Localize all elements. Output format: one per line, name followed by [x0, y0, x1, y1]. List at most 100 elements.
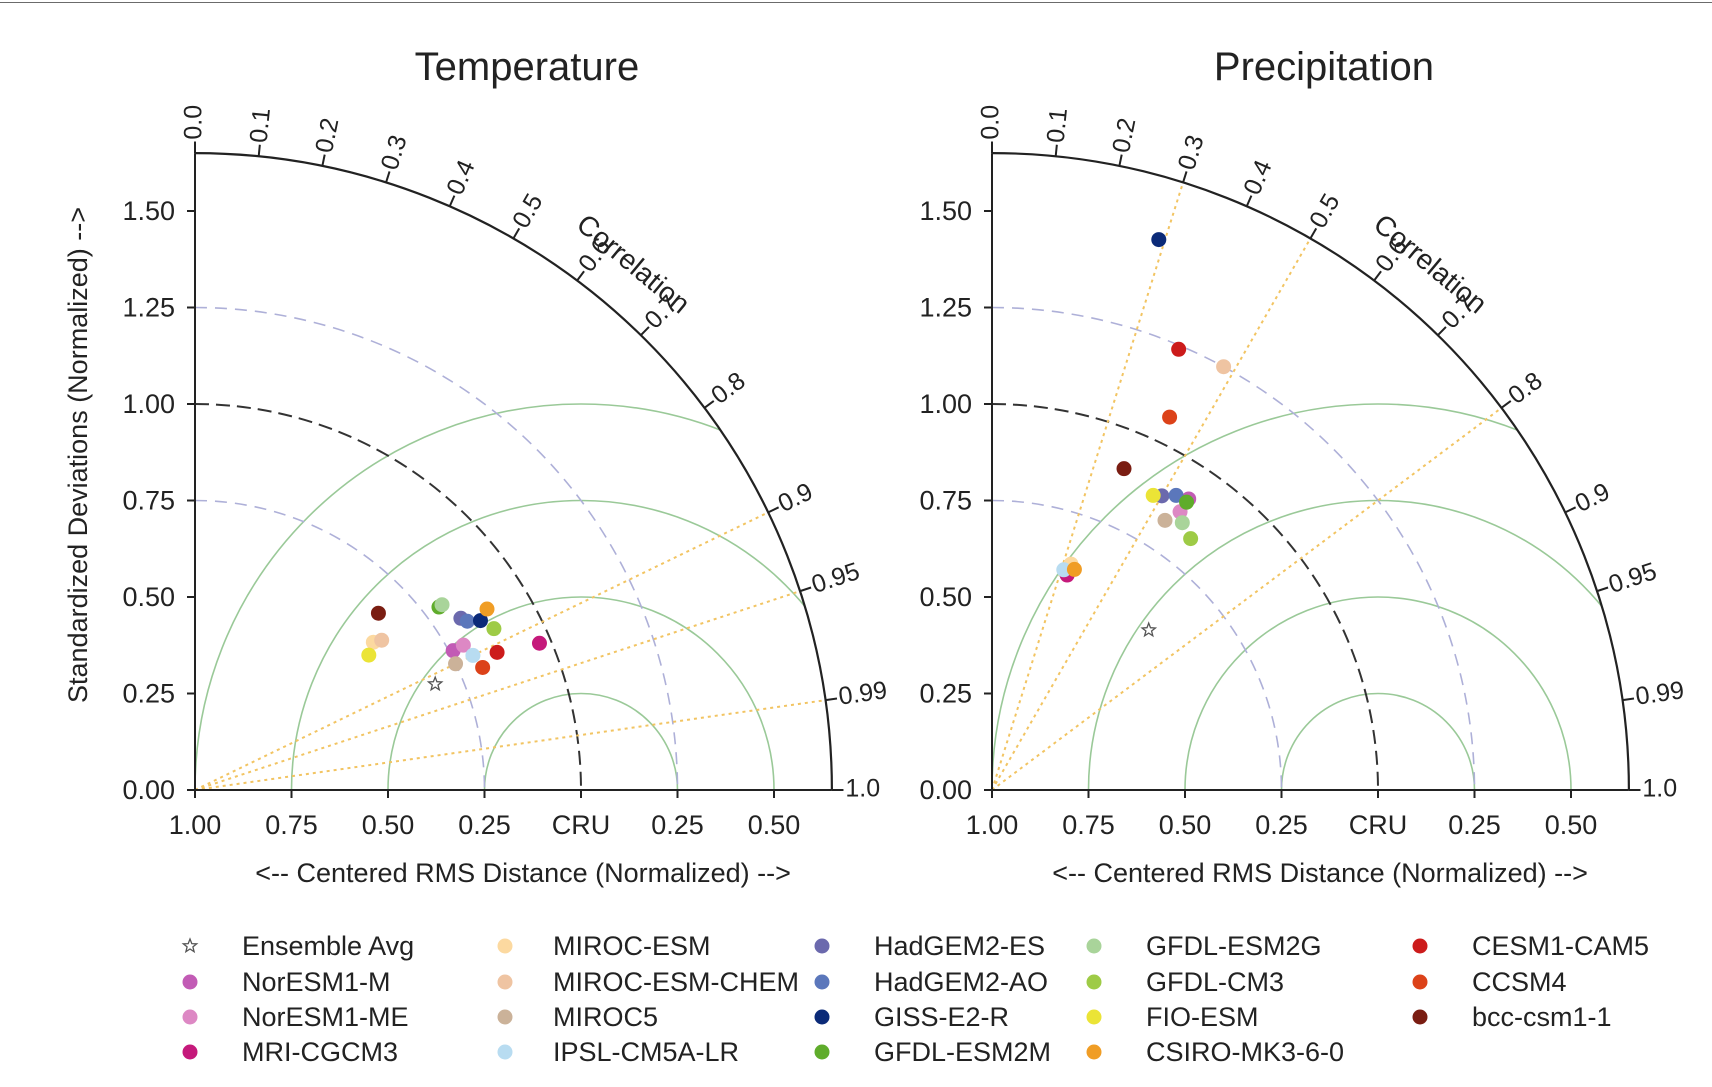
- correlation-tick: [1500, 400, 1512, 409]
- data-point-ipsl-cm5a-lr: [465, 647, 481, 663]
- correlation-tick-label: 0.99: [1634, 676, 1686, 711]
- legend-marker-gfdl-esm2g: [1086, 938, 1102, 954]
- legend-marker-miroc-esm: [497, 938, 513, 954]
- rms-contour: [1184, 596, 1572, 791]
- legend-label-gfdl-cm3: GFDL-CM3: [1146, 967, 1284, 997]
- legend-marker-cesm1-cam5: [1412, 938, 1428, 954]
- legend-marker-giss-e2-r: [814, 1009, 830, 1025]
- top-border: [0, 2, 1712, 3]
- x-tick-label: 0.50: [1545, 810, 1598, 840]
- data-point-giss-e2-r: [472, 613, 488, 629]
- y-tick-label: 1.25: [919, 293, 972, 323]
- correlation-tick-label: 0.4: [1238, 156, 1278, 199]
- y-tick-label: 0.25: [919, 679, 972, 709]
- correlation-ray: [991, 237, 1312, 791]
- rms-contour: [1280, 692, 1476, 791]
- x-axis-label: <-- Centered RMS Distance (Normalized) -…: [255, 858, 791, 888]
- correlation-tick-label: 0.95: [808, 557, 863, 599]
- legend-label-noresm1-me: NorESM1-ME: [242, 1002, 409, 1032]
- correlation-tick: [1182, 171, 1188, 183]
- x-tick-label: 0.75: [1062, 810, 1115, 840]
- legend-marker-mri-cgcm3: [182, 1044, 198, 1060]
- legend-marker-miroc5: [497, 1009, 513, 1025]
- correlation-tick-label: 0.95: [1605, 557, 1660, 599]
- legend-label-mri-cgcm3: MRI-CGCM3: [242, 1037, 398, 1067]
- legend-label-hadgem2-ao: HadGEM2-AO: [874, 967, 1048, 997]
- x-tick-label: 0.50: [748, 810, 801, 840]
- x-tick-label: 0.25: [458, 810, 511, 840]
- y-tick-label: 1.25: [122, 293, 175, 323]
- rms-contour: [992, 403, 1629, 791]
- correlation-tick: [1596, 586, 1609, 593]
- y-tick-label: 1.00: [122, 389, 175, 419]
- legend-label-cesm1-cam5: CESM1-CAM5: [1472, 931, 1649, 961]
- data-point-gfdl-esm2m: [1179, 494, 1195, 510]
- correlation-tick-label: 0.4: [441, 156, 481, 199]
- y-tick-label: 0.00: [919, 775, 972, 805]
- legend-marker-gfdl-esm2m: [814, 1044, 830, 1060]
- correlation-ray: [194, 699, 826, 791]
- x-tick-label: 1.00: [169, 810, 222, 840]
- y-tick-label: 1.00: [919, 389, 972, 419]
- correlation-ray: [194, 590, 801, 791]
- ensemble-avg-star: [426, 675, 444, 692]
- legend-label-fio-esm: FIO-ESM: [1146, 1002, 1259, 1032]
- legend-marker-ccsm4: [1412, 974, 1428, 990]
- data-point-gfdl-esm2g: [1174, 515, 1190, 531]
- data-point-fio-esm: [1145, 487, 1161, 503]
- legend-marker-bcc-csm1-1: [1412, 1009, 1428, 1025]
- legend-label-noresm1-m: NorESM1-M: [242, 967, 391, 997]
- correlation-ray: [991, 407, 1503, 791]
- correlation-ray: [991, 182, 1185, 791]
- legend-label-ensemble-avg: Ensemble Avg: [242, 931, 414, 961]
- model-legend: Ensemble Avg NorESM1-M NorESM1-ME MRI-CGCM3…: [181, 931, 1649, 1067]
- rms-contours: [195, 403, 832, 791]
- x-tick-label: 0.25: [1255, 810, 1308, 840]
- x-tick-label: 0.25: [1448, 810, 1501, 840]
- legend-marker-csiro-mk3-6-0: [1086, 1044, 1102, 1060]
- correlation-ray: [194, 511, 769, 791]
- temperature-taylor-diagram: 0.000.250.500.751.001.251.501.00 0.75 0.50…: [63, 45, 889, 888]
- data-point-ipsl-cm5a-lr: [1056, 562, 1072, 578]
- correlation-tick-label: 0.0: [977, 105, 1005, 140]
- correlation-tick-label: 0.99: [837, 676, 889, 711]
- x-tick-label: 0.50: [1159, 810, 1212, 840]
- legend-marker-ipsl-cm5a-lr: [497, 1044, 513, 1060]
- x-tick-label: 0.75: [265, 810, 318, 840]
- data-point-hadgem2-ao: [459, 613, 475, 629]
- data-point-miroc5: [1157, 512, 1173, 528]
- correlation-tick-label: 0.3: [1172, 132, 1209, 174]
- correlation-tick: [1373, 270, 1382, 282]
- correlation-tick-label: 0.9: [1571, 478, 1614, 518]
- reference-std-arc: [194, 403, 582, 791]
- x-tick-label: 0.50: [362, 810, 415, 840]
- data-point-cesm1-cam5: [1171, 341, 1187, 357]
- x-tick-label: 0.25: [651, 810, 704, 840]
- y-tick-label: 0.50: [122, 582, 175, 612]
- outer-arc: [991, 152, 1630, 791]
- correlation-tick: [1054, 144, 1058, 157]
- y-tick-label: 0.25: [122, 679, 175, 709]
- legend-label-giss-e2-r: GISS-E2-R: [874, 1002, 1009, 1032]
- rms-contour: [1087, 499, 1629, 791]
- rms-contours: [992, 403, 1629, 791]
- data-point-giss-e2-r: [1151, 232, 1167, 248]
- data-point-gfdl-cm3: [486, 621, 502, 637]
- x-tick-label: CRU: [1349, 810, 1408, 840]
- correlation-tick-label: 0.8: [1503, 367, 1548, 410]
- precipitation-taylor-diagram: 0.000.250.500.751.001.251.501.00 0.75 0.50…: [919, 45, 1686, 888]
- legend-marker-hadgem2-ao: [814, 974, 830, 990]
- data-point-ccsm4: [475, 659, 491, 675]
- legend-marker-gfdl-cm3: [1086, 974, 1102, 990]
- correlation-tick-label: 0.1: [1042, 107, 1073, 144]
- ensemble-avg-star: [1140, 621, 1158, 638]
- outer-arc: [194, 152, 833, 791]
- correlation-tick: [385, 171, 391, 183]
- panel-title: Precipitation: [1214, 45, 1434, 89]
- legend-label-gfdl-esm2m: GFDL-ESM2M: [874, 1037, 1051, 1067]
- legend-marker-noresm1-m: [182, 974, 198, 990]
- rms-contour: [195, 403, 832, 791]
- legend-marker-hadgem2-es: [814, 938, 830, 954]
- legend-label-miroc-esm: MIROC-ESM: [553, 931, 711, 961]
